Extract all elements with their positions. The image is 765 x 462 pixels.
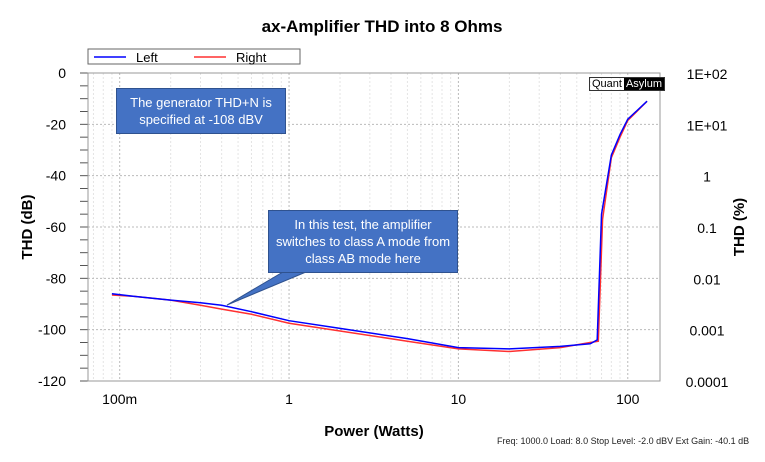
annotation-class-a: In this test, the amplifier switches to …	[268, 210, 458, 273]
y-right-tick-label: 0.1	[697, 220, 717, 236]
y-tick-label: -40	[46, 168, 66, 184]
legend-label: Left	[136, 50, 158, 65]
y-tick-label: -100	[38, 322, 66, 338]
footer-info: Freq: 1000.0 Load: 8.0 Stop Level: -2.0 …	[497, 436, 750, 446]
y-tick-label: 0	[58, 65, 66, 81]
y-tick-label: -20	[46, 116, 66, 132]
y-right-tick-label: 0.001	[689, 323, 724, 339]
y-axis-label: THD (dB)	[19, 195, 36, 260]
y-right-axis-label: THD (%)	[731, 198, 748, 256]
y-right-tick-label: 1E+01	[687, 117, 728, 133]
x-tick-label: 1	[285, 391, 293, 407]
x-tick-label: 100	[616, 391, 640, 407]
y-tick-label: -60	[46, 219, 66, 235]
legend-label: Right	[236, 50, 267, 65]
y-right-tick-label: 1E+02	[687, 66, 728, 82]
annotation-generator: The generator THD+N is specified at -108…	[116, 88, 286, 134]
y-right-tick-label: 0.01	[693, 271, 720, 287]
quantasylum-logo: Quant Asylum	[589, 77, 666, 91]
series-line-left	[111, 100, 648, 350]
y-right-tick-label: 0.0001	[686, 374, 729, 390]
x-axis-label: Power (Watts)	[324, 423, 423, 440]
y-tick-label: -120	[38, 373, 66, 389]
y-tick-label: -80	[46, 270, 66, 286]
x-tick-label: 100m	[102, 391, 137, 407]
chart-title: ax-Amplifier THD into 8 Ohms	[262, 17, 503, 36]
x-tick-label: 10	[451, 391, 467, 407]
plot-area	[87, 72, 661, 382]
y-right-tick-label: 1	[703, 169, 711, 185]
